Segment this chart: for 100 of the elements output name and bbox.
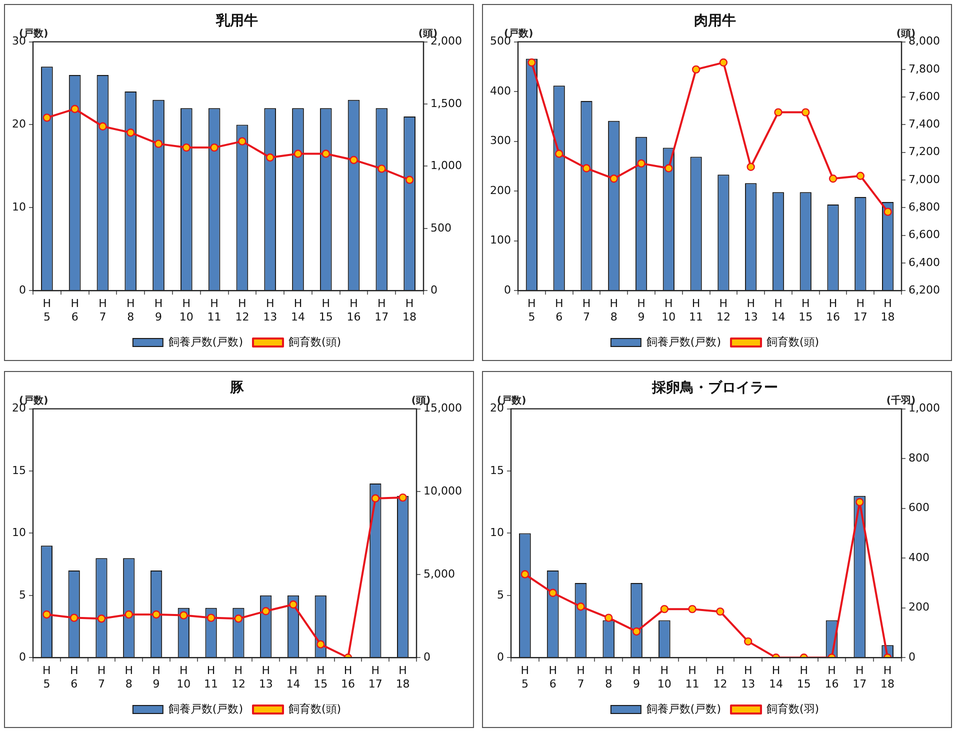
x-tick-label: H 8: [604, 664, 613, 690]
y2-tick-label: 0: [908, 650, 916, 664]
point: [582, 164, 591, 172]
x-tick-label: H 16: [824, 664, 839, 690]
y2-tick-label: 1,000: [430, 159, 462, 172]
x-tick-label: H 16: [346, 297, 361, 324]
point: [97, 614, 106, 623]
y-tick-label: 10: [12, 200, 26, 214]
point: [774, 108, 782, 116]
y-tick-label: 20: [12, 118, 26, 131]
point: [856, 172, 865, 180]
y-tick-label: 0: [496, 650, 504, 664]
y-tick-label: 0: [18, 650, 26, 664]
x-tick-label: H 7: [576, 664, 585, 690]
point: [371, 494, 380, 502]
x-tick-label: H 11: [685, 664, 700, 690]
point: [692, 65, 700, 74]
point: [206, 614, 216, 622]
x-tick-label: H 8: [126, 297, 135, 324]
x-tick-label: H 9: [632, 664, 641, 690]
x-tick-label: H 17: [374, 297, 389, 324]
y2-tick-label: 200: [908, 600, 930, 614]
x-tick-label: H 10: [176, 664, 191, 690]
y2-tick-label: 0: [424, 650, 431, 664]
point: [528, 58, 536, 67]
x-tick-label: H 12: [231, 664, 246, 690]
legend-label: 飼養戸数(戸数): [646, 702, 722, 716]
legend-label: 飼養戸数(戸数): [168, 335, 244, 348]
point: [378, 164, 386, 173]
x-tick-label: H 15: [798, 297, 813, 324]
x-tick-label: H 8: [124, 664, 134, 690]
chart-title: 肉用牛: [694, 13, 736, 30]
x-tick-label: H 17: [852, 664, 867, 690]
point: [180, 611, 188, 620]
y-tick-label: 15: [490, 464, 504, 477]
point: [660, 604, 669, 614]
chart-title: 豚: [229, 380, 245, 396]
x-tick-label: H 8: [610, 297, 618, 324]
y2-tick-label: 7,000: [908, 172, 940, 186]
y-tick-label: 0: [18, 283, 26, 296]
point: [610, 174, 618, 183]
point: [604, 614, 613, 622]
y2-tick-label: 6,400: [908, 256, 940, 269]
legend-label: 飼養戸数(戸数): [168, 702, 244, 716]
point: [744, 637, 752, 646]
chart-title: 採卵鳥・ブロイラー: [651, 379, 778, 396]
point: [719, 58, 728, 67]
point: [266, 153, 274, 162]
point: [262, 607, 270, 616]
chart-title: 乳用牛: [215, 13, 258, 30]
y2-tick-label: 1,000: [908, 402, 940, 415]
point: [398, 493, 407, 502]
point: [289, 600, 298, 609]
point: [70, 104, 79, 114]
x-tick-label: H 13: [263, 297, 278, 324]
point: [828, 174, 838, 183]
point: [152, 610, 160, 619]
point: [316, 640, 325, 648]
x-tick-label: H 13: [744, 297, 758, 324]
y2-tick-label: 6,600: [908, 228, 940, 242]
y-tick-label: 15: [12, 464, 26, 477]
point: [637, 159, 646, 168]
point: [520, 570, 530, 578]
point: [856, 498, 864, 506]
x-tick-label: H 9: [154, 297, 163, 324]
x-tick-label: H 10: [662, 297, 676, 324]
x-tick-label: H 10: [657, 664, 672, 690]
y2-tick-label: 7,400: [908, 118, 940, 131]
point: [632, 627, 641, 636]
x-tick-label: H 10: [179, 297, 194, 324]
point: [576, 602, 585, 611]
point: [716, 607, 724, 616]
y-tick-label: 5: [18, 588, 26, 602]
x-tick-label: H 6: [70, 297, 79, 324]
y-tick-label: 400: [490, 84, 511, 98]
point: [548, 588, 557, 598]
y-tick-label: 10: [12, 526, 26, 540]
point: [664, 164, 673, 172]
x-tick-label: H 13: [258, 664, 273, 690]
x-tick-label: H 11: [204, 664, 218, 690]
x-tick-label: H 18: [396, 664, 410, 690]
point: [234, 614, 243, 623]
x-tick-label: H 16: [341, 664, 356, 690]
point: [154, 140, 163, 148]
x-tick-label: H 7: [97, 664, 106, 690]
y2-tick-label: 7,600: [908, 90, 940, 103]
y2-tick-label: 1,500: [430, 96, 462, 110]
point: [70, 614, 78, 622]
legend-label: 飼育数(頭): [288, 335, 342, 348]
point: [884, 208, 892, 216]
point: [238, 137, 246, 146]
x-tick-label: H 15: [796, 664, 811, 690]
point: [210, 143, 218, 152]
x-tick-label: H 12: [716, 297, 730, 324]
y2-tick-label: 7,200: [908, 145, 940, 158]
x-tick-label: H 18: [402, 297, 417, 324]
y2-tick-label: 10,000: [424, 484, 462, 498]
y-tick-label: 100: [490, 234, 511, 247]
y2-tick-label: 5,000: [424, 568, 456, 581]
point: [554, 150, 564, 158]
